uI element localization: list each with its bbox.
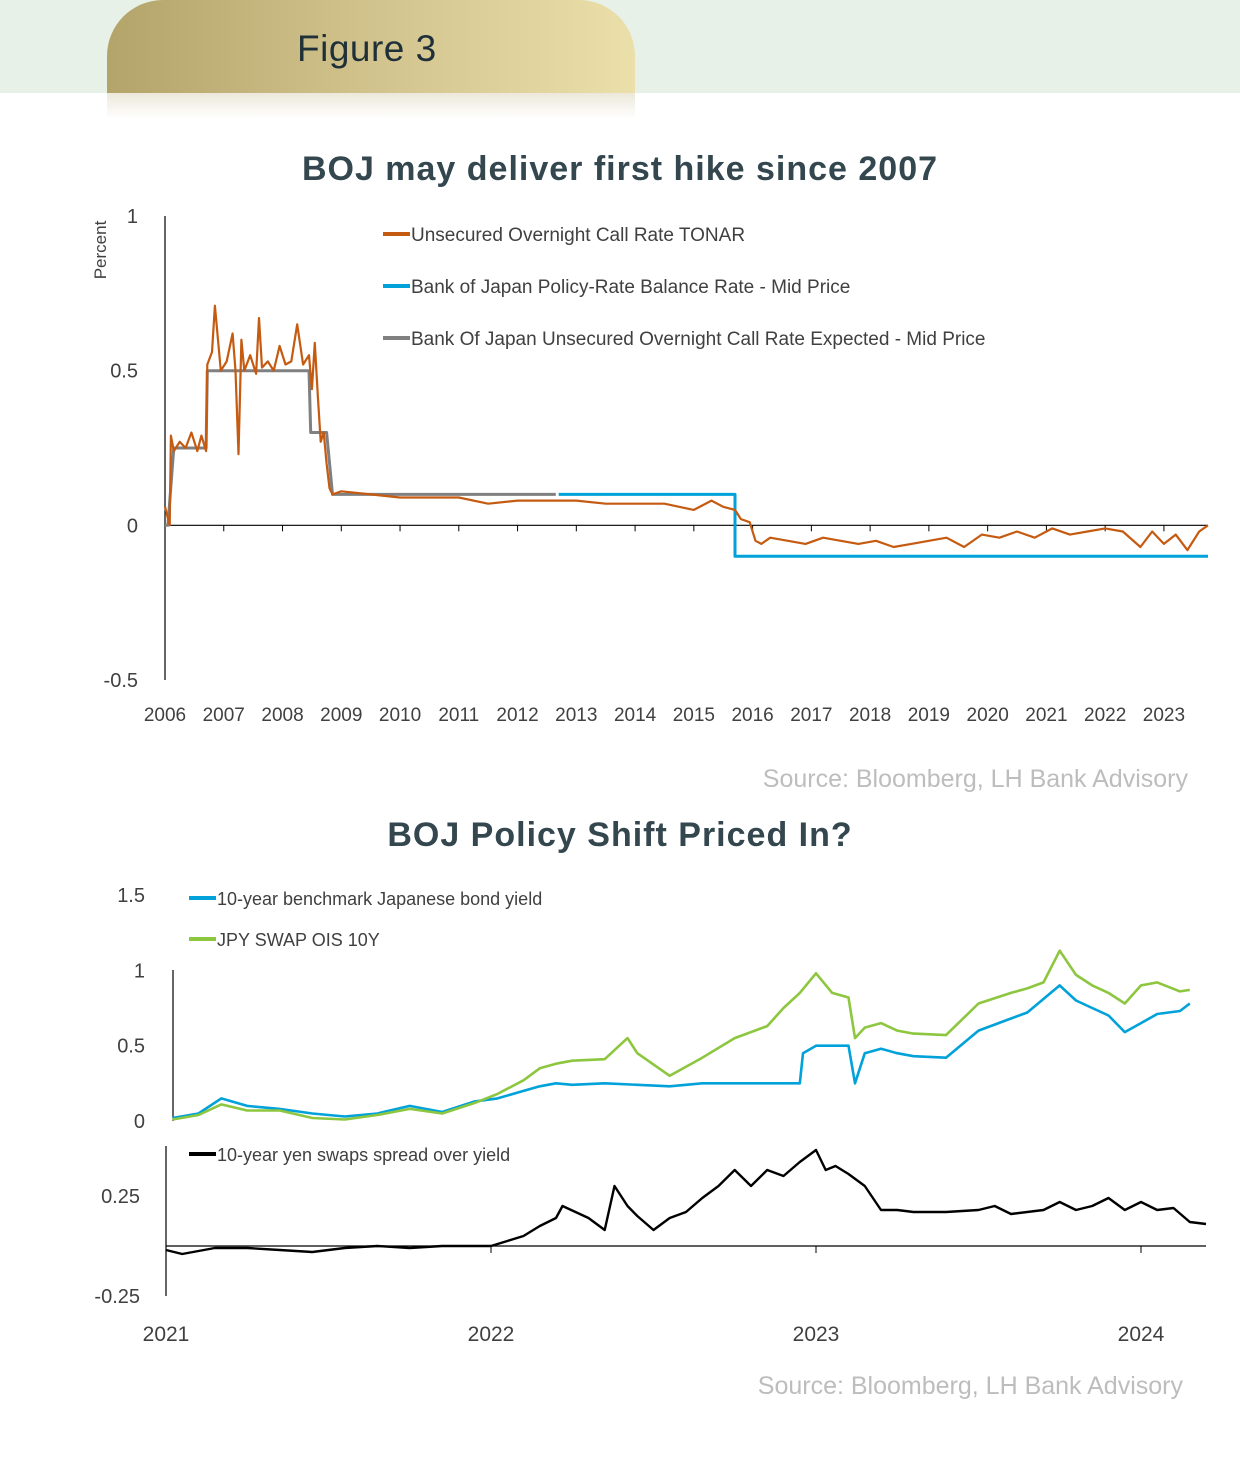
chart1-y-tick-label: 0 xyxy=(127,515,138,537)
chart1-y-tick-label: -0.5 xyxy=(104,670,138,692)
chart1-y-axis-label: Percent xyxy=(91,220,110,279)
chart2-top-y-tick-label: 1 xyxy=(134,960,145,982)
chart2-bottom-y-tick-label: -0.25 xyxy=(94,1286,140,1308)
chart2-x-tick-label: 2024 xyxy=(1118,1323,1165,1346)
chart1-x-tick-label: 2009 xyxy=(320,705,362,726)
chart1-x-tick-label: 2022 xyxy=(1084,705,1126,726)
chart2-source: Source: Bloomberg, LH Bank Advisory xyxy=(757,1372,1183,1400)
chart1-series-line-0 xyxy=(163,304,1209,552)
chart1-x-tick-label: 2020 xyxy=(967,705,1009,726)
chart2-x-tick-label: 2023 xyxy=(793,1323,840,1346)
chart1-y-tick-label: 0.5 xyxy=(110,361,138,383)
chart2-top-y-tick-label: 0.5 xyxy=(117,1036,145,1058)
chart2-x-tick-label: 2022 xyxy=(468,1323,515,1346)
chart1-x-tick-label: 2010 xyxy=(379,705,421,726)
chart1-source: Source: Bloomberg, LH Bank Advisory xyxy=(762,765,1188,793)
chart1-y-tick-label: 1 xyxy=(127,206,138,228)
chart1-title: BOJ may deliver first hike since 2007 xyxy=(301,150,939,188)
chart1-x-tick-label: 2019 xyxy=(908,705,950,726)
chart2-top-y-tick-label: 1.5 xyxy=(117,885,145,907)
chart2-top-series-line-0 xyxy=(172,984,1191,1120)
chart2-bottom-y-tick-label: 0.25 xyxy=(101,1186,140,1208)
chart1-legend-label: Bank of Japan Policy-Rate Balance Rate -… xyxy=(411,277,850,298)
chart2-legend-label: JPY SWAP OIS 10Y xyxy=(217,930,380,950)
figure-label: Figure 3 xyxy=(297,28,437,69)
chart1-x-tick-label: 2006 xyxy=(144,705,186,726)
chart1-legend-label: Unsecured Overnight Call Rate TONAR xyxy=(411,225,745,246)
chart1-x-tick-label: 2012 xyxy=(496,705,538,726)
chart2-x-tick-label: 2021 xyxy=(143,1323,190,1346)
chart1-x-tick-label: 2016 xyxy=(731,705,773,726)
chart2-top-series-line-1 xyxy=(172,949,1190,1121)
chart1-legend-label: Bank Of Japan Unsecured Overnight Call R… xyxy=(411,329,986,350)
chart1-x-tick-label: 2021 xyxy=(1025,705,1067,726)
chart1-x-tick-label: 2007 xyxy=(203,705,245,726)
figure-tab xyxy=(107,0,635,93)
chart1-x-tick-label: 2013 xyxy=(555,705,597,726)
chart1-x-tick-label: 2015 xyxy=(673,705,715,726)
chart1-x-tick-label: 2023 xyxy=(1143,705,1185,726)
chart1-series-line-1 xyxy=(558,492,1208,558)
figure-tab-shadow xyxy=(107,93,635,119)
chart1-x-tick-label: 2008 xyxy=(261,705,303,726)
chart1-x-tick-label: 2011 xyxy=(438,705,479,726)
chart1-x-tick-label: 2017 xyxy=(790,705,832,726)
chart1-x-tick-label: 2014 xyxy=(614,705,657,726)
chart2-bottom-series-line-0 xyxy=(165,1148,1207,1256)
chart2-title: BOJ Policy Shift Priced In? xyxy=(387,816,853,854)
chart2-legend-label: 10-year benchmark Japanese bond yield xyxy=(217,889,542,909)
chart1-x-tick-label: 2018 xyxy=(849,705,891,726)
chart2-top-y-tick-label: 0 xyxy=(134,1111,145,1133)
chart2-legend-label: 10-year yen swaps spread over yield xyxy=(217,1145,510,1165)
